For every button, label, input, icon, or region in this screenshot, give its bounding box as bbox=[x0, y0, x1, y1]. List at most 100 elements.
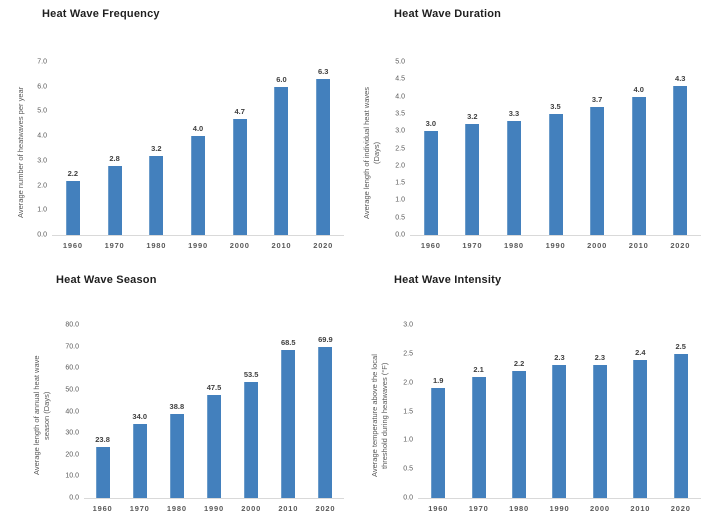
y-tick-label: 2.0 bbox=[37, 182, 47, 190]
bar-column: 2.2 bbox=[499, 325, 539, 498]
chart-heat-wave-season: Heat Wave Season Average length of annua… bbox=[0, 260, 356, 523]
bar-value-label: 6.3 bbox=[317, 67, 329, 76]
bar-value-label: 34.0 bbox=[132, 412, 148, 421]
plot-column: 1.9 2.1 2.2 2.3 2.3 2.4 2.5 1960 1970 1980 1990 20… bbox=[418, 325, 701, 513]
bar bbox=[107, 166, 122, 235]
y-tick-label: 3.0 bbox=[37, 157, 47, 165]
bar-column: 2.2 bbox=[52, 62, 94, 235]
bar bbox=[244, 382, 259, 498]
x-tick-label: 1980 bbox=[509, 504, 529, 513]
y-tick-label: 4.0 bbox=[37, 132, 47, 140]
bar bbox=[590, 107, 605, 235]
x-tick-label: 1960 bbox=[62, 241, 83, 250]
x-tick-label: 2000 bbox=[589, 504, 610, 513]
bar bbox=[465, 124, 480, 235]
y-tick-label: 80.0 bbox=[65, 321, 79, 329]
bar-value-label: 3.3 bbox=[508, 109, 520, 118]
y-tick-label: 4.0 bbox=[395, 93, 405, 101]
x-tick-label: 1960 bbox=[92, 504, 113, 513]
y-tick-label: 2.0 bbox=[403, 379, 413, 387]
bar bbox=[281, 350, 296, 498]
y-axis-tick-labels: 0.0 10.0 20.0 30.0 40.0 50.0 60.0 70.0 80.0 bbox=[52, 321, 84, 502]
bar-column: 3.2 bbox=[452, 62, 494, 235]
y-tick-label: 0.5 bbox=[395, 214, 405, 222]
y-axis-title: Average length of individual heat waves … bbox=[362, 86, 381, 219]
y-axis-title: Average temperature above the local thre… bbox=[370, 354, 389, 477]
y-tick-label: 0.0 bbox=[395, 231, 405, 239]
y-tick-label: 10.0 bbox=[65, 472, 79, 480]
plot-area: 2.2 2.8 3.2 4.0 4.7 6.0 6.3 bbox=[52, 62, 344, 236]
bar-column: 6.3 bbox=[302, 62, 344, 235]
bar bbox=[548, 114, 563, 235]
x-tick-label: 2020 bbox=[313, 241, 334, 250]
bar-value-label: 2.3 bbox=[594, 353, 606, 362]
bar-value-label: 4.3 bbox=[675, 74, 686, 83]
bar bbox=[673, 86, 688, 235]
bar bbox=[471, 377, 486, 498]
x-tick-label: 1990 bbox=[549, 504, 570, 513]
x-tick-label: 1960 bbox=[420, 241, 441, 250]
y-tick-label: 2.5 bbox=[395, 145, 405, 152]
bar-value-label: 68.5 bbox=[280, 338, 296, 347]
chart-canvas: Average length of annual heat wave seaso… bbox=[0, 321, 356, 513]
chart-title: Heat Wave Season bbox=[56, 274, 157, 286]
y-tick-label: 0.0 bbox=[403, 494, 413, 502]
bar-value-label: 2.1 bbox=[473, 365, 484, 374]
bar-value-label: 3.7 bbox=[591, 95, 603, 104]
x-tick-label: 2010 bbox=[271, 241, 292, 250]
x-tick-label: 1990 bbox=[188, 241, 208, 250]
y-tick-label: 7.0 bbox=[37, 58, 47, 66]
bar bbox=[132, 424, 147, 498]
x-tick-label: 2000 bbox=[241, 504, 262, 513]
x-tick-label: 2020 bbox=[670, 504, 691, 513]
bar-column: 68.5 bbox=[270, 325, 307, 498]
bar-column: 4.3 bbox=[659, 62, 701, 235]
y-axis-tick-labels: 0.0 0.5 1.0 1.5 2.0 2.5 3.0 3.5 4.0 4.5 5.0 bbox=[382, 58, 410, 239]
chart-title: Heat Wave Intensity bbox=[394, 274, 502, 286]
y-tick-label: 1.0 bbox=[403, 436, 413, 444]
bar bbox=[232, 119, 247, 235]
bar-column: 1.9 bbox=[418, 325, 458, 498]
chart-heat-wave-duration: Heat Wave Duration Average length of ind… bbox=[356, 0, 713, 260]
bar-column: 2.1 bbox=[458, 325, 498, 498]
bar-column: 4.0 bbox=[618, 62, 660, 235]
bar-column: 3.7 bbox=[576, 62, 618, 235]
bar-column: 4.7 bbox=[219, 62, 261, 235]
bar-value-label: 2.2 bbox=[67, 169, 79, 178]
y-tick-label: 1.5 bbox=[395, 179, 405, 187]
chart-heat-wave-frequency: Heat Wave Frequency Average number of he… bbox=[0, 0, 356, 260]
x-tick-label: 2020 bbox=[670, 241, 691, 250]
y-tick-label: 0.0 bbox=[37, 231, 47, 239]
bar bbox=[633, 360, 648, 498]
x-tick-label: 1970 bbox=[129, 504, 150, 513]
bar-column: 2.4 bbox=[620, 325, 660, 498]
bar-value-label: 2.4 bbox=[635, 348, 646, 357]
x-tick-label: 1990 bbox=[204, 504, 224, 513]
bar-value-label: 2.3 bbox=[554, 353, 565, 362]
x-axis-tick-labels: 1960 1970 1980 1990 2000 2010 2020 bbox=[52, 241, 344, 250]
bar-value-label: 2.2 bbox=[513, 359, 525, 368]
bar-value-label: 2.5 bbox=[675, 342, 686, 351]
bar-value-label: 4.0 bbox=[192, 124, 204, 133]
plot-column: 23.8 34.0 38.8 47.5 53.5 68.5 69.9 1960 1970 198… bbox=[84, 325, 344, 513]
bar-column: 23.8 bbox=[84, 325, 121, 498]
x-tick-label: 2020 bbox=[315, 504, 336, 513]
y-tick-label: 40.0 bbox=[65, 408, 79, 415]
plot-column: 3.0 3.2 3.3 3.5 3.7 4.0 4.3 1960 1970 1980 1990 20… bbox=[410, 62, 701, 250]
y-tick-label: 1.5 bbox=[403, 408, 413, 415]
x-tick-label: 1970 bbox=[462, 241, 483, 250]
y-tick-label: 3.0 bbox=[395, 127, 405, 135]
y-axis-tick-labels: 0.0 1.0 2.0 3.0 4.0 5.0 6.0 7.0 bbox=[26, 58, 52, 239]
y-tick-label: 70.0 bbox=[65, 343, 79, 351]
bar-value-label: 6.0 bbox=[276, 75, 287, 84]
bar-column: 6.0 bbox=[261, 62, 303, 235]
x-tick-label: 1980 bbox=[504, 241, 524, 250]
y-tick-label: 4.5 bbox=[395, 75, 405, 83]
plot-area: 3.0 3.2 3.3 3.5 3.7 4.0 4.3 bbox=[410, 62, 701, 236]
x-axis-tick-labels: 1960 1970 1980 1990 2000 2010 2020 bbox=[410, 241, 701, 250]
y-tick-label: 5.0 bbox=[395, 58, 405, 66]
bar-value-label: 3.5 bbox=[550, 102, 561, 111]
plot-column: 2.2 2.8 3.2 4.0 4.7 6.0 6.3 1960 1970 1980 1990 20… bbox=[52, 62, 344, 250]
bar-value-label: 4.7 bbox=[234, 107, 245, 116]
